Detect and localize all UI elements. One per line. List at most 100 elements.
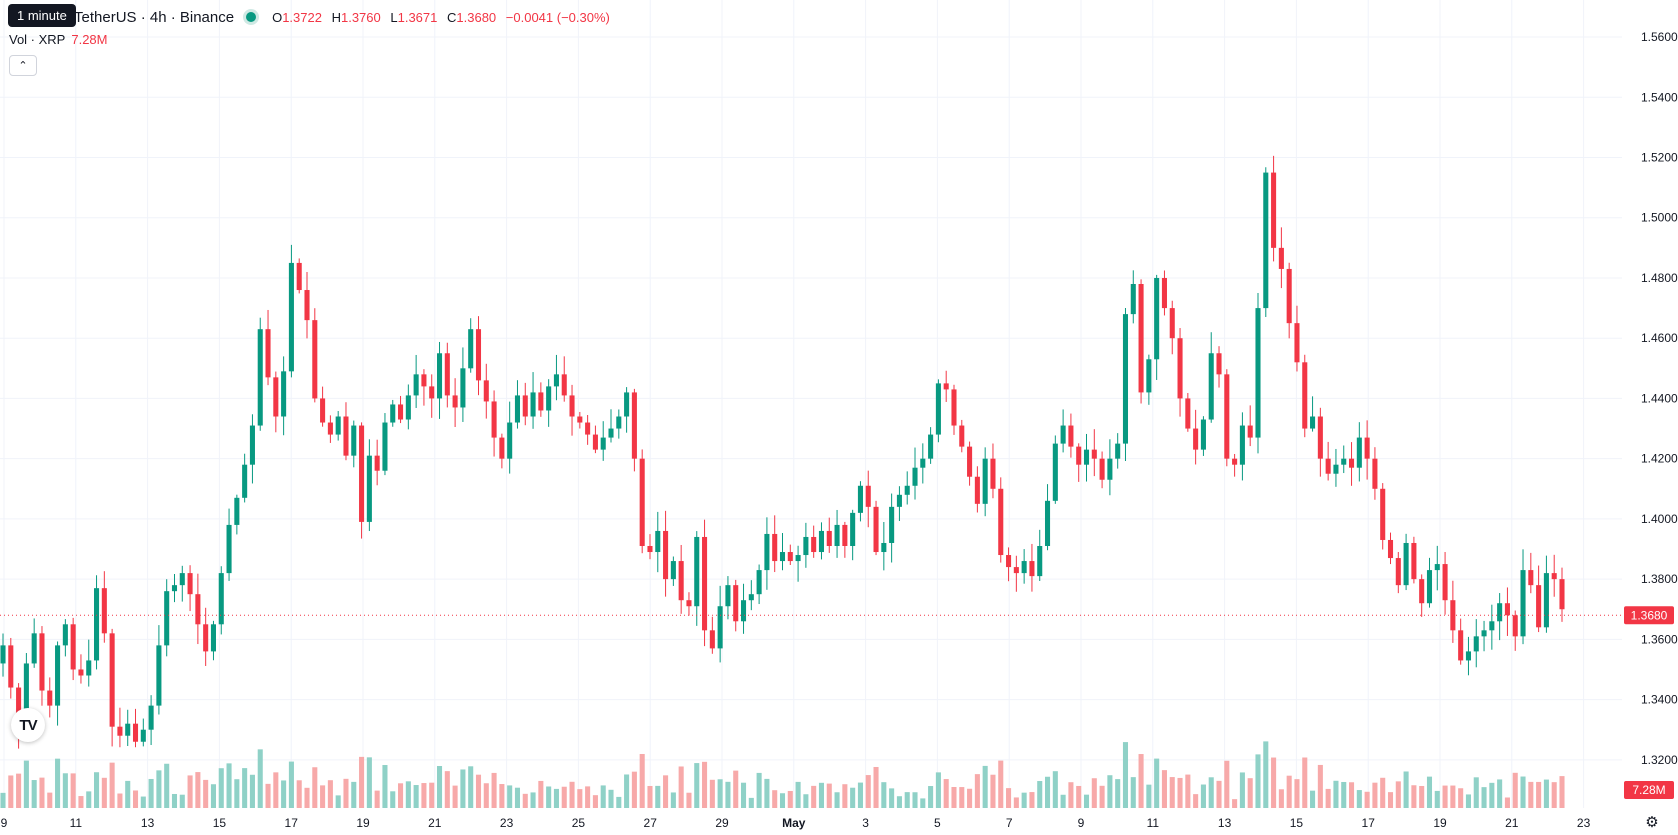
volume-bar <box>351 781 357 808</box>
volume-bar <box>803 794 809 808</box>
volume-bar <box>156 770 162 808</box>
volume-bar <box>398 783 404 808</box>
candle-body <box>967 446 973 477</box>
volume-legend[interactable]: Vol · XRP 7.28M <box>9 32 108 47</box>
settings-gear-icon[interactable]: ⚙ <box>1645 814 1659 831</box>
volume-bar <box>16 773 22 808</box>
volume-bar <box>990 774 996 808</box>
volume-bar <box>1193 794 1199 808</box>
volume-bar <box>639 753 645 808</box>
candle-body <box>1013 567 1019 574</box>
volume-bar <box>218 768 224 808</box>
candle-body <box>1465 651 1471 661</box>
volume-bar <box>1146 784 1152 808</box>
volume-bar <box>390 791 396 808</box>
candle-body <box>764 533 770 571</box>
low-value: 1.3671 <box>397 9 438 25</box>
candle-body <box>748 594 754 601</box>
volume-bar <box>413 785 419 808</box>
candle-body <box>1349 458 1355 468</box>
volume-bar <box>8 775 14 808</box>
volume-bar <box>655 785 661 808</box>
candle-body <box>16 687 22 730</box>
candle-body <box>818 530 825 553</box>
candle-body <box>1099 458 1105 480</box>
candle-body <box>1364 437 1370 459</box>
candle-body <box>132 723 139 742</box>
candle-body <box>702 536 708 631</box>
candle-body <box>1091 449 1097 459</box>
volume-bar <box>382 765 388 808</box>
date-tick-label: 25 <box>572 816 586 830</box>
volume-bar <box>616 796 622 808</box>
volume-bar <box>1481 787 1487 808</box>
candle-body <box>663 530 669 580</box>
volume-bar <box>577 789 583 808</box>
time-axis[interactable]: 9 11 13 15 17 19 21 23 25 27 29 May 3 5 7 9 11 13 15 17 19 21… <box>1 816 1591 830</box>
volume-bar <box>764 778 770 808</box>
price-tick-label: 1.5400 <box>1641 90 1678 104</box>
price-axis[interactable]: 1.5600 1.5400 1.5200 1.5000 1.4800 1.4600 1.44… <box>1641 30 1678 767</box>
market-status-icon[interactable] <box>246 12 257 22</box>
candle-body <box>998 488 1004 556</box>
candle-body <box>265 329 271 378</box>
volume-bar <box>670 792 676 808</box>
candle-body <box>257 329 263 426</box>
symbol-title[interactable]: TetherUS · 4h · Binance <box>74 8 235 26</box>
tradingview-logo-icon[interactable]: TV <box>11 708 45 742</box>
volume-bar <box>1341 781 1347 808</box>
volume-bar <box>1224 760 1230 808</box>
candle-body <box>951 389 957 426</box>
open-value: 1.3722 <box>282 9 322 25</box>
candle-body <box>452 395 458 408</box>
volume-bar <box>195 772 201 808</box>
candle-body <box>1372 458 1378 489</box>
candle-body <box>1130 284 1136 315</box>
date-tick-label: 11 <box>70 816 83 830</box>
volume-bar <box>475 774 482 808</box>
candle-body <box>23 663 29 730</box>
collapse-legend-button[interactable]: ⌃ <box>9 55 37 76</box>
candle-body <box>483 380 489 402</box>
chevron-up-icon: ⌃ <box>18 60 28 72</box>
candle-body <box>351 425 357 456</box>
candle-body <box>514 395 521 423</box>
volume-bar <box>850 787 856 808</box>
volume-bar <box>1122 742 1129 808</box>
candle-body <box>1411 542 1417 580</box>
candle-body <box>850 512 856 546</box>
candle-body <box>1294 323 1300 363</box>
volume-bar <box>1232 799 1238 808</box>
candle-body <box>296 262 302 291</box>
candle-body <box>631 392 637 459</box>
volume-bar <box>608 789 614 808</box>
candle-body <box>1138 284 1144 393</box>
candle-body <box>1044 500 1051 546</box>
candle-body <box>1458 630 1464 661</box>
candle-body <box>655 530 661 553</box>
candle-body <box>546 386 552 411</box>
ohlc-values: O1.3722 H1.3760 L1.3671 C1.3680 −0.0041 … <box>272 9 610 25</box>
volume-bar <box>1107 775 1113 808</box>
candle-body <box>1551 573 1557 580</box>
candle-body <box>405 395 411 420</box>
volume-bar <box>1294 779 1300 808</box>
date-tick-label: 27 <box>644 816 658 830</box>
candle-body <box>1489 621 1495 631</box>
volume-bar <box>912 792 918 808</box>
candle-body <box>242 464 248 498</box>
candle-body <box>1286 268 1292 324</box>
candle-body <box>990 458 996 489</box>
volume-bar <box>865 775 871 808</box>
candle-body <box>312 320 318 399</box>
candle-body <box>1497 603 1503 622</box>
volume-value: 7.28M <box>71 32 108 47</box>
candle-body <box>935 383 941 435</box>
symbol-legend[interactable]: TetherUS · 4h · Binance O1.3722 H1.3760 … <box>0 6 610 28</box>
chart-grid <box>0 0 1622 808</box>
volume-bar <box>117 793 123 808</box>
volume-bar <box>1450 785 1456 808</box>
candle-body <box>1021 561 1027 574</box>
volume-bar <box>1442 785 1448 808</box>
